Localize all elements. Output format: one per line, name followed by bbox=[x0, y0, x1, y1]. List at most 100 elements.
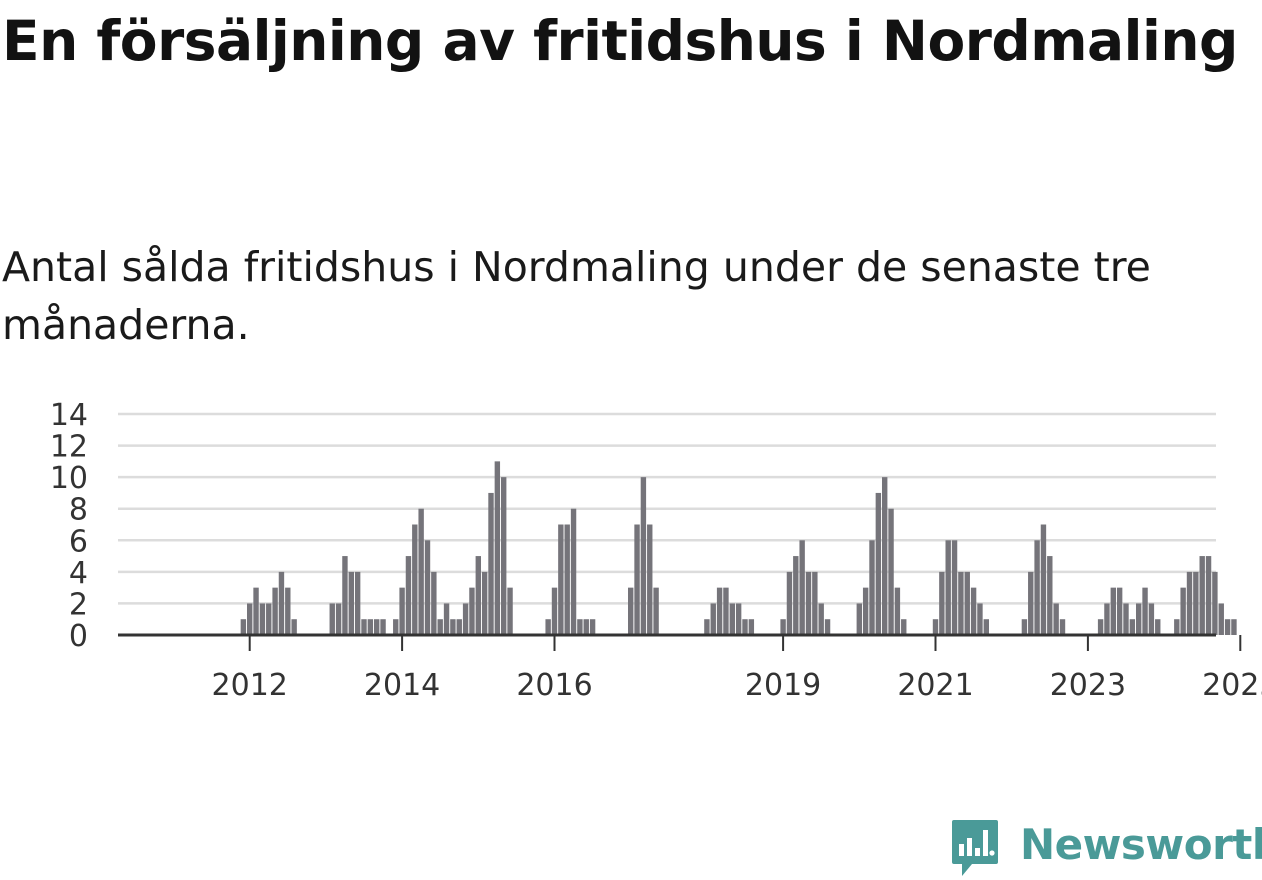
bar bbox=[977, 603, 983, 635]
bar bbox=[399, 587, 405, 635]
bar bbox=[1129, 619, 1136, 635]
bar bbox=[1034, 540, 1040, 635]
bar bbox=[1123, 603, 1129, 635]
bar bbox=[710, 603, 716, 635]
bar bbox=[247, 603, 253, 635]
bar bbox=[742, 619, 748, 635]
bar bbox=[1148, 603, 1155, 635]
bar bbox=[1116, 587, 1123, 635]
bar bbox=[1110, 587, 1116, 635]
bar bbox=[431, 571, 437, 635]
bar bbox=[285, 587, 291, 635]
y-tick-label: 8 bbox=[69, 493, 88, 528]
bar bbox=[862, 587, 869, 635]
bar bbox=[545, 619, 551, 635]
bar bbox=[577, 619, 583, 635]
bar bbox=[799, 540, 805, 635]
bar bbox=[735, 603, 742, 635]
bar bbox=[253, 587, 259, 635]
bar bbox=[945, 540, 951, 635]
bar bbox=[1136, 603, 1142, 635]
bar bbox=[367, 619, 374, 635]
y-tick-label: 12 bbox=[50, 430, 88, 465]
highlight-value-label: 1 bbox=[1231, 380, 1250, 388]
bar bbox=[329, 603, 335, 635]
bar bbox=[970, 587, 977, 635]
bar bbox=[1193, 571, 1199, 635]
bar bbox=[704, 619, 710, 635]
bar bbox=[564, 524, 570, 635]
bar bbox=[875, 492, 882, 635]
bar bbox=[1180, 587, 1186, 635]
bar bbox=[786, 571, 793, 635]
bar bbox=[729, 603, 735, 635]
bar bbox=[958, 571, 964, 635]
bar bbox=[481, 571, 488, 635]
x-tick-label: 2016 bbox=[516, 668, 592, 703]
y-tick-label: 14 bbox=[50, 398, 88, 433]
bar bbox=[412, 524, 418, 635]
bar bbox=[348, 571, 354, 635]
bar bbox=[335, 603, 342, 635]
bar bbox=[647, 524, 653, 635]
newsworthy-logo-icon bbox=[952, 820, 998, 876]
bar bbox=[589, 619, 596, 635]
page-title: En försäljning av fritidshus i Nordmalin… bbox=[2, 9, 1238, 73]
bar bbox=[1212, 571, 1218, 635]
bar bbox=[450, 619, 456, 635]
y-tick-label: 10 bbox=[50, 461, 88, 496]
x-tick-label: 2021 bbox=[897, 668, 973, 703]
bar bbox=[812, 571, 818, 635]
bar bbox=[424, 540, 431, 635]
bar bbox=[1155, 619, 1161, 635]
bar bbox=[882, 477, 888, 635]
bar bbox=[653, 587, 659, 635]
data-labels: 1 bbox=[1228, 380, 1253, 391]
bar bbox=[1142, 587, 1148, 635]
bar bbox=[354, 571, 361, 635]
bar bbox=[380, 619, 386, 635]
bar bbox=[1186, 571, 1193, 635]
bar bbox=[1174, 619, 1180, 635]
bar bbox=[570, 508, 577, 635]
bar bbox=[1028, 571, 1034, 635]
y-tick-label: 4 bbox=[69, 556, 88, 591]
bar bbox=[901, 619, 907, 635]
bar bbox=[558, 524, 564, 635]
bar bbox=[805, 571, 812, 635]
bar bbox=[964, 571, 970, 635]
bar bbox=[824, 619, 831, 635]
bar bbox=[1218, 603, 1224, 635]
newsworthy-logo: Newsworthy bbox=[950, 818, 1262, 880]
grid-lines bbox=[118, 412, 1216, 605]
bar bbox=[437, 619, 443, 635]
bar bbox=[488, 492, 494, 635]
bar bbox=[748, 619, 755, 635]
bar bbox=[932, 619, 939, 635]
bar bbox=[716, 587, 723, 635]
bar bbox=[278, 571, 285, 635]
bar bbox=[361, 619, 367, 635]
bar bbox=[939, 571, 945, 635]
x-tick-label: 2025 bbox=[1202, 668, 1262, 703]
bar bbox=[469, 587, 475, 635]
bar bbox=[405, 556, 412, 635]
bars bbox=[240, 461, 1237, 635]
bar bbox=[1059, 619, 1066, 635]
bar bbox=[1104, 603, 1110, 635]
bar bbox=[1053, 603, 1059, 635]
y-tick-label: 0 bbox=[69, 619, 88, 654]
bar bbox=[259, 603, 266, 635]
x-tick-label: 2014 bbox=[364, 668, 440, 703]
x-tick-label: 2012 bbox=[212, 668, 288, 703]
bar bbox=[475, 556, 481, 635]
bar bbox=[583, 619, 589, 635]
bar bbox=[888, 508, 894, 635]
y-tick-label: 2 bbox=[69, 587, 88, 622]
bar bbox=[634, 524, 640, 635]
page-subtitle: Antal sålda fritidshus i Nordmaling unde… bbox=[2, 243, 1151, 349]
bar bbox=[1021, 619, 1028, 635]
x-axis-ticks: 2012 2014 2016 2019 2021 2023 2025 bbox=[212, 635, 1262, 703]
bar bbox=[628, 587, 634, 635]
